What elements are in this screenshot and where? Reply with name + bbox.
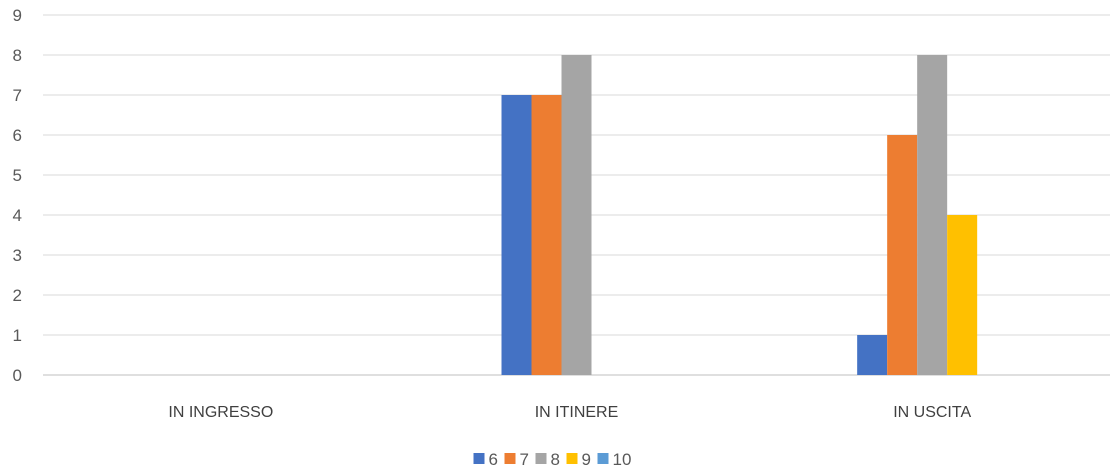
bars	[501, 55, 978, 375]
legend-swatch	[473, 453, 485, 464]
y-tick-label: 2	[13, 286, 22, 305]
y-tick-label: 0	[13, 366, 22, 385]
bar	[561, 55, 592, 375]
bar	[501, 95, 532, 375]
bar	[917, 55, 948, 375]
legend-label: 6	[489, 450, 498, 469]
legend: 6 7 8 9 10	[473, 450, 632, 469]
y-tick-label: 3	[13, 246, 22, 265]
bar	[531, 95, 562, 375]
x-category-label: IN USCITA	[893, 404, 971, 421]
y-tick-label: 1	[13, 326, 22, 345]
y-tick-label: 6	[13, 126, 22, 145]
legend-label: 9	[582, 450, 591, 469]
y-tick-label: 4	[13, 206, 22, 225]
legend-label: 7	[520, 450, 529, 469]
x-category-label: IN ITINERE	[535, 404, 619, 421]
legend-label: 8	[551, 450, 560, 469]
bar	[947, 215, 978, 375]
x-category-label: IN INGRESSO	[168, 404, 273, 421]
legend-swatch	[566, 453, 578, 464]
y-tick-label: 7	[13, 86, 22, 105]
y-axis-ticks: 0 1 2 3 4 5 6 7 8 9	[13, 6, 22, 385]
legend-swatch	[597, 453, 609, 464]
y-tick-label: 8	[13, 46, 22, 65]
bar	[887, 135, 918, 375]
y-tick-label: 9	[13, 6, 22, 25]
y-tick-label: 5	[13, 166, 22, 185]
legend-swatch	[535, 453, 547, 464]
legend-swatch	[504, 453, 516, 464]
bar	[857, 335, 888, 375]
x-axis-categories: IN INGRESSO IN ITINERE IN USCITA	[168, 404, 971, 421]
legend-label: 10	[613, 450, 632, 469]
